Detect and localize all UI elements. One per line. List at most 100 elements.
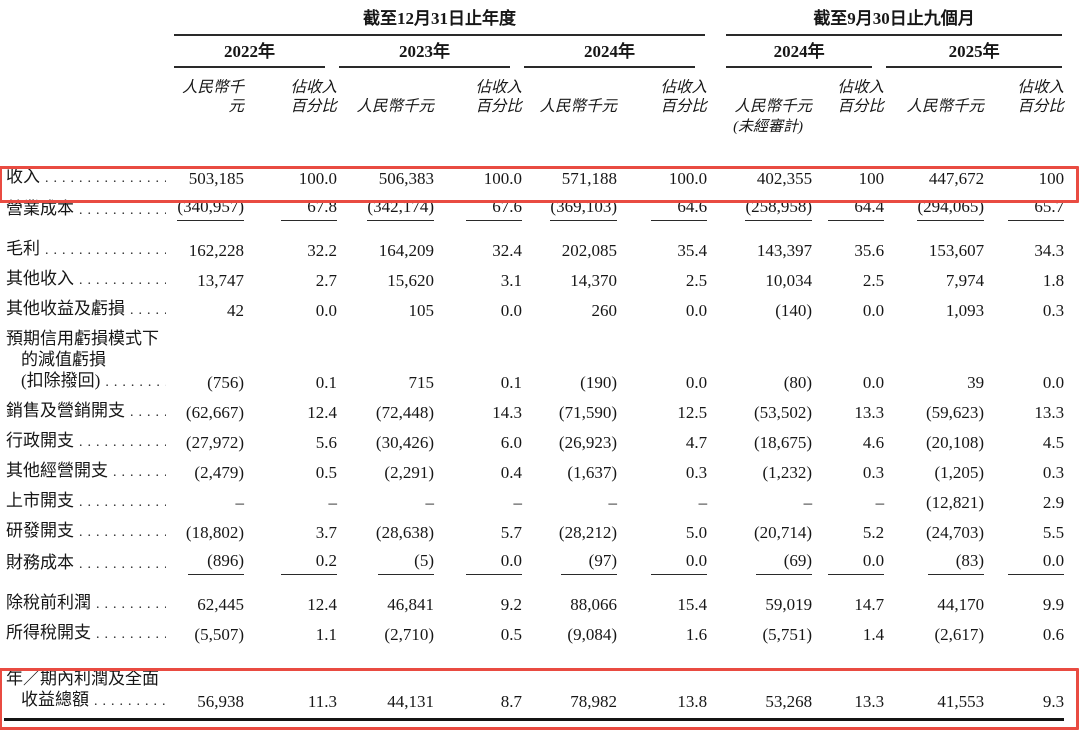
row-label-line: 財務成本....................................… (6, 552, 166, 575)
row-label-line: 其他經營開支..................................… (6, 460, 166, 483)
cell-value: 32.2 (307, 241, 337, 260)
cell-value: 447,672 (928, 169, 985, 188)
pct-header-line2: 百分比 (660, 98, 708, 115)
cell-value: 2.9 (1042, 493, 1065, 512)
unit-header-2024-9m: 人民幣千元 (734, 98, 813, 115)
dot-leader: ........................................… (45, 243, 166, 258)
cell-value: 100 (858, 169, 885, 188)
cell-value: 0.1 (500, 373, 522, 392)
pct-header-2022: 佔收入 百分比 (244, 68, 337, 116)
empty-cell (4, 116, 724, 137)
empty-cell (812, 116, 1064, 137)
dot-leader: ........................................… (96, 627, 166, 642)
cell-value: – (328, 493, 338, 512)
cell-value: (5,751) (762, 625, 813, 644)
row-label-line: 行政開支....................................… (6, 430, 166, 453)
dot-leader: ........................................… (130, 405, 166, 420)
label-column-head (4, 68, 172, 116)
cell-value: 5.2 (862, 523, 885, 542)
cell-value: 4.6 (862, 433, 885, 452)
pct-header-line1: 佔收入 (290, 79, 337, 96)
cell-value: 0.4 (500, 463, 522, 482)
table-row: 所得稅開支...................................… (4, 619, 1064, 649)
cell-value: 100 (1038, 169, 1065, 188)
table-row: 毛利......................................… (4, 225, 1064, 265)
row-label-text: 其他收益及虧損 (6, 299, 125, 318)
row-label-line: (扣除撥回)..................................… (6, 370, 166, 393)
cell-value: 0.0 (862, 373, 885, 392)
column-gap (707, 295, 724, 325)
column-gap (707, 457, 724, 487)
cell-value: 12.4 (307, 595, 337, 614)
cell-value: – (608, 493, 618, 512)
cell-value: 0.3 (1042, 463, 1065, 482)
cell-value: 59,019 (765, 595, 813, 614)
cell-value: (340,957) (172, 193, 244, 225)
row-label: 上市開支....................................… (4, 487, 172, 517)
cell-value: 3.7 (315, 523, 337, 542)
unaudited-note: (未經審計) (733, 119, 804, 135)
cell-value: 2.7 (315, 271, 337, 290)
cell-value: 0.0 (500, 301, 522, 320)
year-label: 2023年 (339, 40, 510, 68)
cell-value: (20,108) (925, 433, 985, 452)
row-label-line: 收益總額....................................… (6, 689, 166, 712)
cell-value: 1.1 (315, 625, 337, 644)
dot-leader: ........................................… (113, 465, 166, 480)
row-label-text: 其他經營開支 (6, 461, 108, 480)
cell-value: 13,747 (197, 271, 244, 290)
cell-value: 0.2 (244, 547, 337, 579)
cell-value: (59,623) (925, 403, 985, 422)
cell-value: 10,034 (765, 271, 813, 290)
cell-value: 0.5 (315, 463, 337, 482)
row-label-text: 收入 (6, 167, 40, 186)
column-gap (707, 397, 724, 427)
row-label-text: 其他收入 (6, 269, 74, 288)
column-gap (707, 325, 724, 397)
cell-value: 44,170 (937, 595, 985, 614)
column-gap (707, 6, 724, 36)
row-label-text: 銷售及營銷開支 (6, 401, 125, 420)
cell-value: – (698, 493, 708, 512)
cell-value: 14.3 (492, 403, 522, 422)
cell-value: (1,232) (762, 463, 813, 482)
cell-value: (97) (522, 547, 617, 579)
dot-leader: ........................................… (94, 694, 166, 709)
row-label: 銷售及營銷開支.................................… (4, 397, 172, 427)
cell-value: (294,065) (884, 193, 985, 225)
cell-value: 35.6 (854, 241, 885, 260)
row-label-line: 的減值虧損 (21, 350, 106, 369)
row-label-line: 研發開支....................................… (6, 520, 166, 543)
table-row: 年／期內利潤及全面收益總額...........................… (4, 665, 1065, 721)
cell-value: (2,617) (934, 625, 985, 644)
cell-value: 100.0 (668, 169, 708, 188)
cell-value: 15.4 (677, 595, 708, 614)
cell-value: (28,638) (375, 523, 434, 542)
cell-value: 571,188 (561, 169, 617, 188)
cell-value: 0.1 (315, 373, 337, 392)
cell-value: 67.8 (244, 193, 337, 225)
row-label-text: 研發開支 (6, 521, 74, 540)
cell-value: 715 (408, 373, 435, 392)
dot-leader: ........................................… (45, 171, 166, 186)
cell-value: 164,209 (378, 241, 434, 260)
table-row: 上市開支....................................… (4, 487, 1064, 517)
cell-value: 64.6 (617, 193, 708, 225)
pct-header-line1: 佔收入 (1017, 79, 1065, 96)
cell-value: 42 (227, 301, 244, 320)
year-label: 2024年 (524, 40, 696, 68)
cell-value: 5.6 (315, 433, 337, 452)
cell-value: (30,426) (375, 433, 434, 452)
cell-value: (342,174) (337, 193, 434, 225)
cell-value: 1.6 (685, 625, 708, 644)
cell-value: 64.4 (812, 193, 885, 225)
dot-leader: ........................................… (79, 435, 166, 450)
cell-value: (2,710) (384, 625, 434, 644)
row-label-line: 上市開支....................................… (6, 490, 166, 513)
unit-header-2023: 人民幣千元 (356, 98, 434, 115)
cell-value: 0.0 (1042, 373, 1065, 392)
year-header-2023: 2023年 (337, 36, 522, 68)
row-label-line: 毛利......................................… (6, 238, 166, 261)
row-spacer (4, 649, 1064, 665)
cell-value: 4.7 (685, 433, 708, 452)
